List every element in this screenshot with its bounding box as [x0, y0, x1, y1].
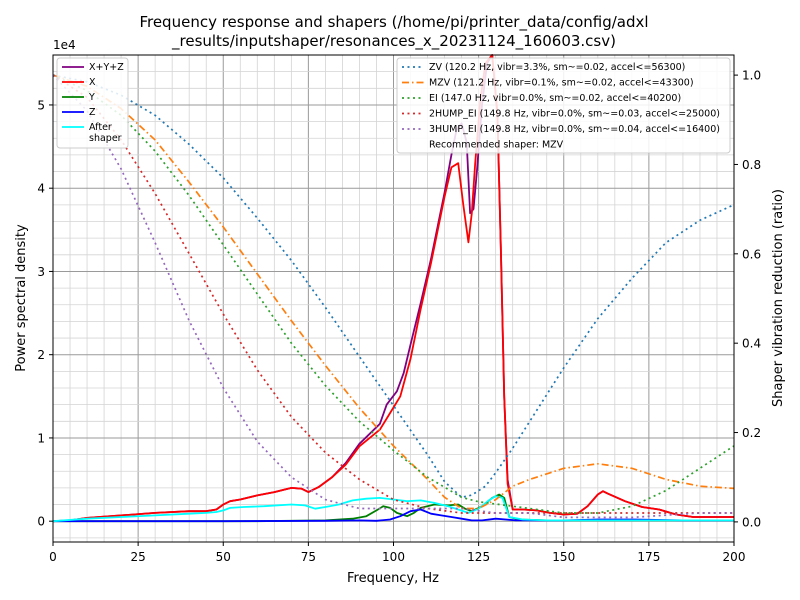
x-tick-label: 50 — [216, 550, 231, 564]
shaper-line — [52, 74, 734, 519]
grid — [52, 55, 735, 542]
y2-tick-label: 1.0 — [742, 69, 761, 83]
x-tick-label: 175 — [637, 550, 660, 564]
x-tick-label: 150 — [552, 550, 575, 564]
legend-label: Y — [88, 92, 95, 103]
legend-label: 2HUMP_EI (149.8 Hz, vibr=0.0%, sm~=0.03,… — [429, 109, 720, 120]
x-tick-label: 25 — [130, 550, 145, 564]
y2-axis-ticks: 0.0 0.2 0.4 0.6 0.8 1.0 — [734, 69, 761, 529]
y2-tick-label: 0.0 — [742, 515, 761, 529]
x-axis-label: Frequency, Hz — [347, 571, 439, 586]
y2-tick-label: 0.2 — [742, 426, 761, 440]
shaper-line — [52, 74, 734, 514]
legend-label-line: Y — [88, 92, 95, 103]
psd-line — [52, 54, 734, 523]
psd-line — [52, 495, 734, 523]
shaper-line — [52, 74, 735, 499]
legend-label: After shaper — [89, 122, 122, 144]
chart-title-line-1: Frequency response and shapers (/home/pi… — [139, 13, 648, 32]
legend-label-line: Z — [89, 107, 96, 118]
legend-shapers-box — [396, 57, 731, 154]
y-tick-label: 4 — [37, 182, 45, 196]
legend-psd: X+Y+Z XYZ After shaper — [56, 57, 129, 149]
legend-label: Z — [89, 107, 96, 118]
legend-label-line: X — [89, 77, 96, 88]
shaper-line — [52, 74, 735, 510]
y-axis-offset-text: 1e4 — [53, 38, 76, 52]
y-axis-ticks: 0 1 2 3 4 5 — [37, 98, 53, 529]
legend-label: MZV (121.2 Hz, vibr=0.1%, sm~=0.02, acce… — [429, 78, 694, 89]
y2-tick-label: 0.4 — [742, 337, 761, 351]
chart-title-line-2: _results/inputshaper/resonances_x_202311… — [171, 32, 616, 51]
y-tick-label: 2 — [37, 348, 45, 362]
x-axis-ticks: 0 25 50 75 100 125 150 175 200 — [49, 542, 745, 564]
legend-label-line: shaper — [89, 133, 122, 144]
legend-label: 3HUMP_EI (149.8 Hz, vibr=0.0%, sm~=0.04,… — [429, 124, 720, 135]
x-tick-label: 75 — [301, 550, 316, 564]
x-tick-label: 125 — [467, 550, 490, 564]
legend-shapers: ZV (120.2 Hz, vibr=3.3%, sm~=0.02, accel… — [396, 57, 731, 154]
legend-label: X — [89, 77, 96, 88]
x-tick-label: 0 — [49, 550, 57, 564]
x-tick-label: 100 — [382, 550, 405, 564]
legend-psd-box — [56, 57, 129, 149]
y2-axis-label: Shaper vibration reduction (ratio) — [771, 189, 786, 407]
legend-label: X+Y+Z — [89, 62, 124, 73]
y-tick-label: 1 — [37, 431, 45, 445]
legend-label: EI (147.0 Hz, vibr=0.0%, sm~=0.02, accel… — [429, 93, 681, 104]
x-tick-label: 200 — [723, 550, 746, 564]
y-tick-label: 5 — [37, 98, 45, 112]
y2-tick-label: 0.8 — [742, 158, 761, 172]
y-tick-label: 0 — [37, 515, 45, 529]
legend-label-line: After — [89, 122, 112, 133]
y2-tick-label: 0.6 — [742, 247, 761, 261]
y-axis-label: Power spectral density — [14, 224, 29, 372]
shaper-lines — [52, 74, 735, 519]
legend-label-line: X+Y+Z — [89, 62, 124, 73]
y-tick-label: 3 — [37, 265, 45, 279]
psd-lines — [52, 54, 734, 523]
shaper-line — [52, 74, 735, 514]
legend-label: ZV (120.2 Hz, vibr=3.3%, sm~=0.02, accel… — [429, 62, 685, 73]
legend-note: Recommended shaper: MZV — [429, 140, 564, 151]
